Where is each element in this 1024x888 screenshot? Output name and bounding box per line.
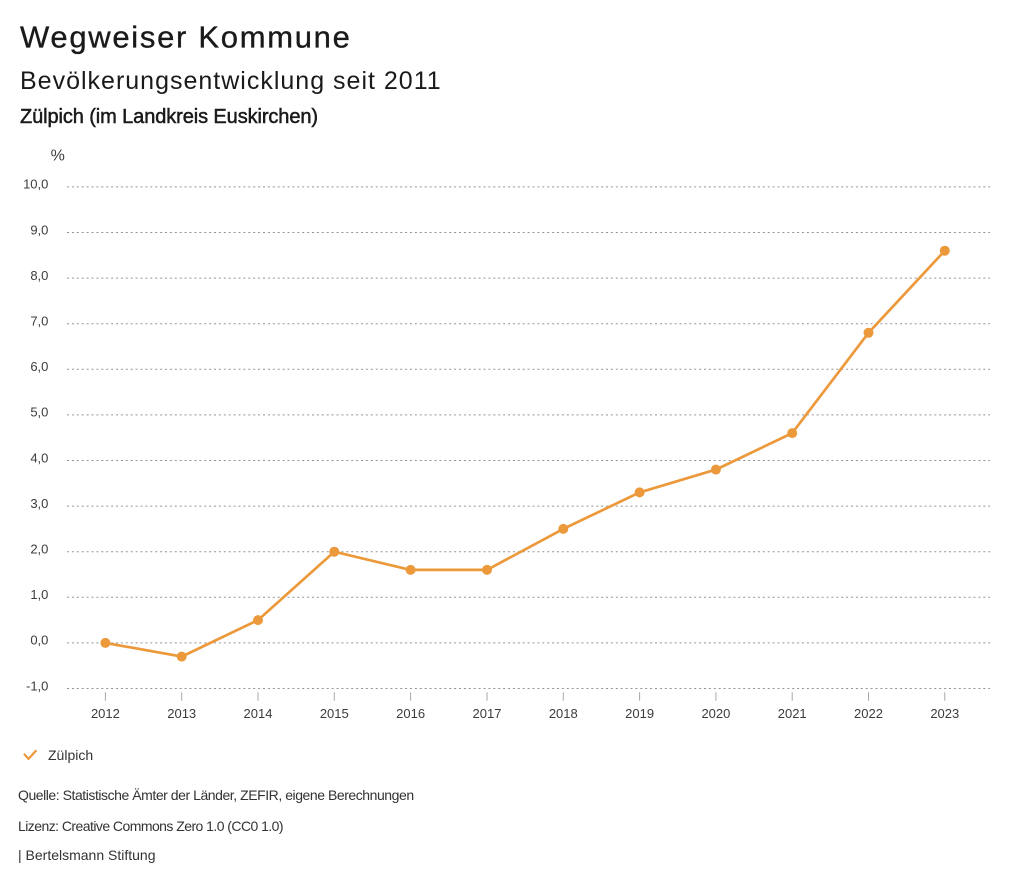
svg-text:1,0: 1,0 bbox=[30, 587, 48, 602]
svg-text:2017: 2017 bbox=[473, 706, 502, 721]
svg-text:-1,0: -1,0 bbox=[26, 678, 48, 693]
svg-text:2014: 2014 bbox=[244, 706, 273, 721]
svg-text:9,0: 9,0 bbox=[30, 222, 48, 237]
svg-text:Zülpich (im Landkreis Euskirch: Zülpich (im Landkreis Euskirchen) bbox=[20, 106, 318, 128]
svg-text:Lizenz: Creative Commons Zero: Lizenz: Creative Commons Zero 1.0 (CC0 1… bbox=[18, 818, 283, 834]
svg-text:8,0: 8,0 bbox=[30, 268, 48, 283]
svg-text:2,0: 2,0 bbox=[30, 542, 48, 557]
svg-text:3,0: 3,0 bbox=[30, 496, 48, 511]
svg-text:6,0: 6,0 bbox=[30, 359, 48, 374]
svg-text:%: % bbox=[51, 147, 65, 164]
svg-text:2022: 2022 bbox=[854, 706, 883, 721]
svg-text:| Bertelsmann Stiftung: | Bertelsmann Stiftung bbox=[18, 847, 155, 863]
svg-text:Quelle: Statistische Ämter der: Quelle: Statistische Ämter der Länder, Z… bbox=[18, 787, 414, 803]
svg-text:2013: 2013 bbox=[167, 706, 196, 721]
svg-text:2012: 2012 bbox=[91, 706, 120, 721]
svg-text:7,0: 7,0 bbox=[30, 314, 48, 329]
svg-text:Bevölkerungsentwicklung seit 2: Bevölkerungsentwicklung seit 2011 bbox=[20, 67, 442, 95]
svg-text:4,0: 4,0 bbox=[30, 450, 48, 465]
svg-text:2020: 2020 bbox=[701, 706, 730, 721]
svg-text:Wegweiser Kommune: Wegweiser Kommune bbox=[20, 20, 352, 55]
svg-text:2018: 2018 bbox=[549, 706, 578, 721]
svg-text:10,0: 10,0 bbox=[23, 177, 48, 192]
svg-text:5,0: 5,0 bbox=[30, 405, 48, 420]
svg-text:2021: 2021 bbox=[778, 706, 807, 721]
svg-text:2023: 2023 bbox=[930, 706, 959, 721]
svg-text:2015: 2015 bbox=[320, 706, 349, 721]
svg-text:2019: 2019 bbox=[625, 706, 654, 721]
svg-text:2016: 2016 bbox=[396, 706, 425, 721]
svg-text:0,0: 0,0 bbox=[30, 633, 48, 648]
svg-text:Zülpich: Zülpich bbox=[48, 747, 93, 763]
